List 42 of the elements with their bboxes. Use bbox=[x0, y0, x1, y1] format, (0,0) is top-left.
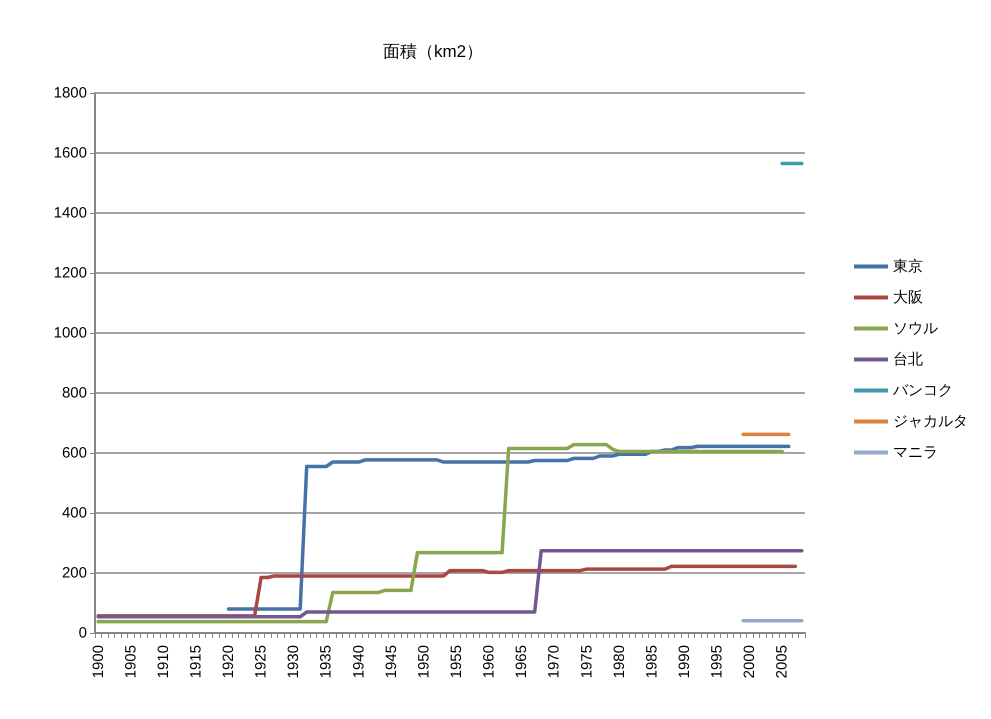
x-tick-label: 1950 bbox=[415, 645, 432, 678]
y-tick-label: 400 bbox=[62, 504, 87, 522]
x-tick-label: 2005 bbox=[774, 645, 791, 678]
y-tick-label: 1600 bbox=[54, 144, 87, 162]
x-tick-label: 1905 bbox=[122, 645, 140, 678]
x-tick-label: 1965 bbox=[513, 645, 530, 678]
x-tick-label: 2000 bbox=[741, 645, 758, 678]
x-tick-label: 1985 bbox=[643, 645, 660, 678]
y-tick-label: 1200 bbox=[54, 264, 87, 282]
x-tick-label: 1910 bbox=[154, 645, 172, 678]
y-tick-label: 1000 bbox=[54, 324, 87, 342]
x-tick-label: 1995 bbox=[708, 645, 726, 678]
line-series bbox=[96, 442, 784, 624]
legend-label: 東京 bbox=[893, 258, 923, 275]
legend-label: マニラ bbox=[893, 444, 938, 461]
y-tick-label: 200 bbox=[62, 564, 87, 582]
y-tick-label: 1800 bbox=[54, 84, 87, 102]
y-tick-label: 0 bbox=[78, 624, 87, 642]
y-tick-label: 600 bbox=[62, 444, 87, 462]
legend-label: 大阪 bbox=[893, 289, 923, 306]
legend-label: ソウル bbox=[893, 320, 938, 337]
legend-label: ジャカルタ bbox=[893, 413, 968, 430]
chart-title: 面積（km2） bbox=[383, 42, 484, 61]
y-tick-label: 1400 bbox=[54, 204, 87, 222]
y-tick-label: 800 bbox=[62, 384, 87, 402]
x-tick-label: 1920 bbox=[220, 645, 238, 678]
x-tick-label: 1940 bbox=[350, 645, 368, 678]
x-tick-label: 1980 bbox=[610, 645, 628, 678]
x-tick-label: 1935 bbox=[318, 645, 335, 678]
x-tick-label: 1955 bbox=[448, 645, 466, 678]
x-tick-label: 1915 bbox=[187, 645, 204, 678]
x-tick-label: 1970 bbox=[546, 645, 563, 678]
x-tick-label: 1945 bbox=[382, 645, 400, 678]
x-tick-label: 1990 bbox=[676, 645, 693, 678]
x-tick-label: 1960 bbox=[480, 645, 498, 678]
x-tick-label: 1900 bbox=[90, 645, 107, 678]
legend-label: 台北 bbox=[893, 351, 923, 368]
x-tick-label: 1930 bbox=[285, 645, 302, 678]
line-series bbox=[226, 444, 790, 611]
x-tick-label: 1975 bbox=[578, 645, 596, 678]
x-tick-label: 1925 bbox=[252, 645, 270, 678]
legend-label: バンコク bbox=[892, 382, 953, 399]
